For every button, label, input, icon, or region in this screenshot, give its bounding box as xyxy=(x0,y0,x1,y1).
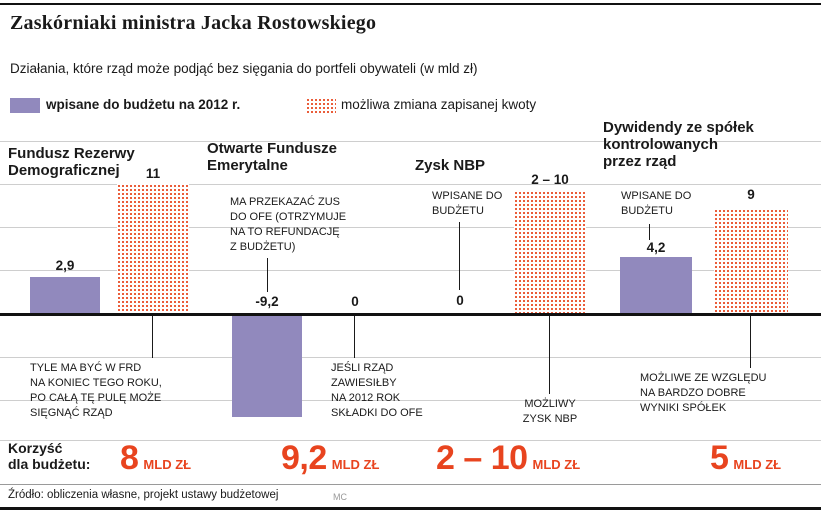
value-ofe-possible: 0 xyxy=(351,294,359,309)
note-nbp-below: MOŻLIWY ZYSK NBP xyxy=(522,398,578,425)
leader-nbp-above xyxy=(459,222,460,290)
benefit-value-frd: 8 MLD ZŁ xyxy=(120,439,192,477)
benefit-unit: MLD ZŁ xyxy=(733,457,782,472)
value-frd-budget: 2,9 xyxy=(55,258,75,273)
benefit-label: Korzyść dla budżetu: xyxy=(8,440,91,472)
bar-nbp-possible xyxy=(514,191,586,313)
benefit-unit: MLD ZŁ xyxy=(532,457,581,472)
benefit-value-dividends: 5 MLD ZŁ xyxy=(710,439,782,477)
benefit-unit: MLD ZŁ xyxy=(331,457,380,472)
gridline xyxy=(0,400,821,401)
legend-label-possible: możliwa zmiana zapisanej kwoty xyxy=(341,97,537,112)
leader-dividends-below xyxy=(750,316,751,368)
source-note: Źródło: obliczenia własne, projekt ustaw… xyxy=(8,489,279,501)
leader-ofe-below xyxy=(354,316,355,358)
benefit-value-nbp: 2 – 10 MLD ZŁ xyxy=(436,439,581,477)
value-dividends-possible: 9 xyxy=(747,187,755,202)
gridline xyxy=(0,184,821,185)
value-nbp-budget: 0 xyxy=(456,293,464,308)
leader-frd xyxy=(152,316,153,358)
zero-axis xyxy=(0,313,821,316)
author-credit: MC xyxy=(333,492,347,502)
gridline xyxy=(0,270,821,271)
page-title: Zaskórniaki ministra Jacka Rostowskiego xyxy=(10,12,377,34)
benefit-value-ofe: 9,2 MLD ZŁ xyxy=(281,439,380,477)
value-nbp-possible: 2 – 10 xyxy=(531,172,569,187)
subtitle: Działania, które rząd może podjąć bez si… xyxy=(10,61,478,76)
group-header-frd: Fundusz Rezerwy Demograficznej xyxy=(8,145,135,179)
group-header-dividends: Dywidendy ze spółek kontrolowanych przez… xyxy=(603,119,754,170)
value-ofe-budget: -9,2 xyxy=(255,294,279,309)
benefit-amount: 9,2 xyxy=(281,439,327,477)
bar-dividends-possible xyxy=(714,209,788,313)
note-frd: TYLE MA BYĆ W FRD NA KONIEC TEGO ROKU, P… xyxy=(30,362,162,419)
benefit-unit: MLD ZŁ xyxy=(143,457,192,472)
bar-dividends-budget xyxy=(620,257,692,313)
note-dividends-above: WPISANE DO BUDŻETU xyxy=(621,190,692,217)
gridline xyxy=(0,227,821,228)
leader-nbp-below xyxy=(549,316,550,394)
value-dividends-budget: 4,2 xyxy=(646,240,666,255)
gridline xyxy=(0,357,821,358)
benefit-amount: 5 xyxy=(710,439,729,477)
legend-swatch-possible xyxy=(306,98,336,113)
benefit-amount: 8 xyxy=(120,439,139,477)
leader-dividends-above xyxy=(649,224,650,240)
bar-ofe-budget-negative xyxy=(232,316,302,417)
note-ofe-below: JEŚLI RZĄD ZAWIESIŁBY NA 2012 ROK SKŁADK… xyxy=(331,362,423,419)
bar-frd-possible xyxy=(117,184,189,313)
gridline xyxy=(0,440,821,441)
note-nbp-above: WPISANE DO BUDŻETU xyxy=(432,190,503,217)
note-ofe-above: MA PRZEKAZAĆ ZUS DO OFE (OTRZYMUJE NA TO… xyxy=(230,196,347,253)
leader-ofe-above xyxy=(267,258,268,292)
footer-rule xyxy=(0,484,821,485)
bottom-rule xyxy=(0,507,821,510)
legend-label-budget: wpisane do budżetu na 2012 r. xyxy=(46,97,241,112)
legend-swatch-budget xyxy=(10,98,40,113)
group-header-ofe: Otwarte Fundusze Emerytalne xyxy=(207,140,338,174)
top-rule xyxy=(0,3,821,5)
group-header-nbp: Zysk NBP xyxy=(415,157,486,174)
value-frd-possible: 11 xyxy=(145,166,161,181)
benefit-amount: 2 – 10 xyxy=(436,439,528,477)
note-dividends-below: MOŻLIWE ZE WZGLĘDU NA BARDZO DOBRE WYNIK… xyxy=(640,372,767,414)
bar-frd-budget xyxy=(30,277,100,313)
gridline xyxy=(0,141,821,142)
